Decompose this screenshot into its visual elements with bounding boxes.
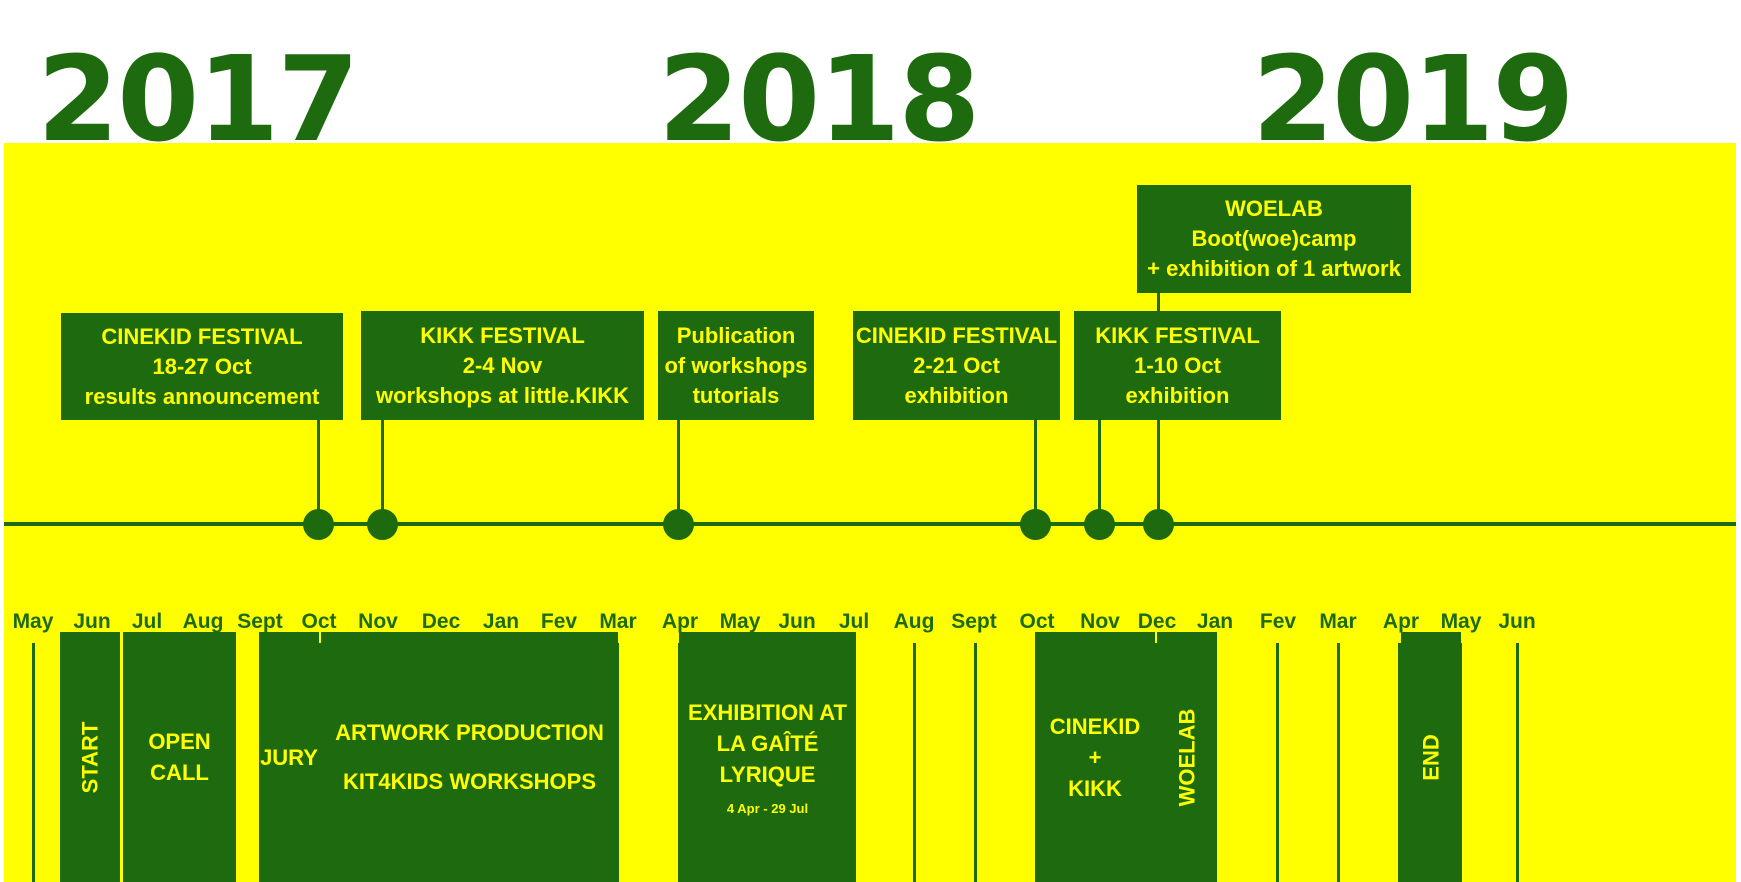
event-line: 1-10 Oct (1134, 352, 1221, 378)
month-label: Mar (1319, 610, 1357, 633)
event-line: exhibition (1125, 382, 1230, 408)
phase-line: LA GAÎTÉ LYRIQUE (716, 730, 819, 787)
event-dot (1143, 509, 1174, 540)
phase-line: CINEKID (1049, 713, 1141, 739)
event-line: Publication (676, 322, 796, 348)
phase-line: OPEN (148, 729, 211, 754)
event-line: tutorials (692, 382, 780, 408)
event-connector (1034, 419, 1037, 523)
phase-jury: JURY (259, 632, 319, 882)
month-label: Sept (951, 610, 997, 633)
phase-start: START (60, 632, 120, 882)
event-line: KIKK FESTIVAL (1095, 322, 1260, 348)
phase-end: END (1401, 632, 1461, 882)
month-label: Jan (482, 610, 520, 633)
month-label: Nov (1080, 610, 1120, 633)
event-connector (677, 419, 680, 523)
month-label: Jul (838, 610, 870, 633)
event-dot (1084, 509, 1115, 540)
month-label: Jun (1498, 610, 1536, 633)
event-dot (663, 509, 694, 540)
event-publication: Publication of workshops tutorials (658, 311, 814, 420)
month-label: Fev (1259, 610, 1297, 633)
event-line: KIKK FESTIVAL (420, 322, 585, 348)
phase-artwork-production: ARTWORK PRODUCTION KIT4KIDS WORKSHOPS (321, 632, 618, 882)
event-connector (381, 419, 384, 523)
month-line (318, 643, 321, 882)
phase-line: KIT4KIDS WORKSHOPS (342, 769, 597, 794)
event-line: exhibition (904, 382, 1009, 408)
phase-label: WOELAB (1174, 708, 1200, 806)
month-label: May (719, 610, 761, 633)
event-line: 2-21 Oct (913, 352, 1000, 378)
event-line: workshops at little.KIKK (375, 382, 630, 408)
phase-woelab: WOELAB (1157, 632, 1217, 882)
phase-cinekid-kikk: CINEKID + KIKK (1035, 632, 1155, 882)
month-line (1154, 643, 1157, 882)
month-label: Sept (237, 610, 283, 633)
event-dot (367, 509, 398, 540)
month-line (1276, 643, 1279, 882)
event-line: results announcement (84, 383, 320, 409)
phase-line: + (1088, 744, 1102, 770)
month-line (1516, 643, 1519, 882)
phase-open-call: OPEN CALL (123, 632, 236, 882)
event-cinekid-2017: CINEKID FESTIVAL 18-27 Oct results annou… (61, 313, 343, 420)
year-label-2018: 2018 (658, 30, 980, 168)
event-line: Boot(woe)camp (1191, 226, 1357, 251)
year-label-2019: 2019 (1252, 30, 1574, 168)
month-label: Jan (1196, 610, 1234, 633)
event-kikk-2018: KIKK FESTIVAL 1-10 Oct exhibition (1074, 311, 1281, 420)
event-line: CINEKID FESTIVAL (855, 322, 1058, 348)
phase-label: END (1418, 733, 1444, 781)
month-label: Apr (661, 610, 699, 633)
month-line (913, 643, 916, 882)
event-connector (1098, 419, 1101, 523)
event-dot (303, 509, 334, 540)
phase-label: START (77, 721, 103, 793)
month-label: Apr (1382, 610, 1420, 633)
timeline-axis (4, 522, 1736, 526)
month-label: Mar (599, 610, 637, 633)
month-line (32, 643, 35, 882)
month-label: Jun (778, 610, 816, 633)
month-label: Oct (1019, 610, 1055, 633)
timeline-band: CINEKID FESTIVAL 18-27 Oct results annou… (4, 143, 1736, 882)
phase-label: JURY (260, 744, 318, 770)
event-line: 18-27 Oct (152, 353, 252, 379)
phase-line: ARTWORK PRODUCTION (335, 720, 604, 745)
phase-line: EXHIBITION AT (688, 699, 847, 725)
event-line: of workshops (664, 352, 808, 378)
month-label: Aug (893, 610, 935, 633)
month-label: Jun (73, 610, 111, 633)
event-line: + exhibition of 1 artwork (1147, 256, 1401, 281)
month-label: Jul (131, 610, 163, 633)
phase-date-note: 4 Apr - 29 Jul (726, 800, 809, 816)
month-line (1398, 643, 1401, 882)
year-label-2017: 2017 (37, 30, 359, 168)
event-cinekid-2018: CINEKID FESTIVAL 2-21 Oct exhibition (853, 311, 1060, 420)
month-label: May (12, 610, 54, 633)
phase-line: CALL (150, 760, 209, 785)
event-dot (1020, 509, 1051, 540)
event-kikk-2017: KIKK FESTIVAL 2-4 Nov workshops at littl… (361, 311, 644, 420)
event-line: WOELAB (1225, 196, 1323, 221)
month-label: Oct (301, 610, 337, 633)
month-line (974, 643, 977, 882)
month-label: Dec (1137, 610, 1177, 633)
phase-exhibition-gaite-lyrique: EXHIBITION AT LA GAÎTÉ LYRIQUE 4 Apr - 2… (679, 632, 856, 882)
event-line: 2-4 Nov (462, 352, 543, 378)
month-label: Aug (182, 610, 224, 633)
month-line (1337, 643, 1340, 882)
phase-line: KIKK (1068, 775, 1122, 801)
event-woelab: WOELAB Boot(woe)camp + exhibition of 1 a… (1137, 185, 1411, 293)
month-label: Nov (358, 610, 398, 633)
month-label: Fev (540, 610, 578, 633)
event-connector (317, 419, 320, 523)
month-label: May (1440, 610, 1482, 633)
month-label: Dec (421, 610, 461, 633)
event-line: CINEKID FESTIVAL (101, 323, 303, 349)
